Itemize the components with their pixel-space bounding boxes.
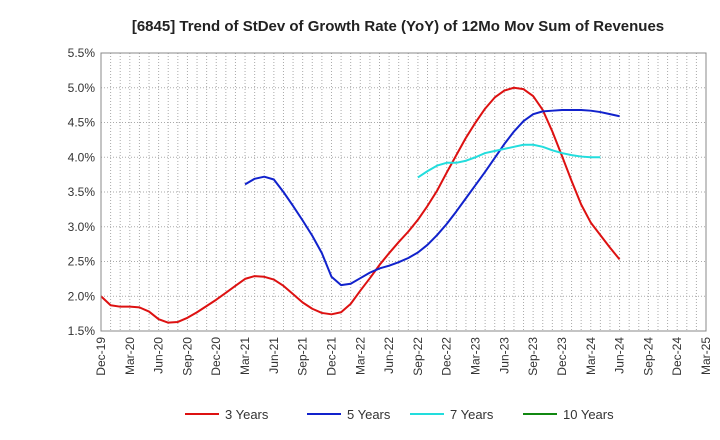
y-tick-label: 1.5%	[68, 324, 96, 338]
grid	[101, 53, 706, 331]
y-tick-label: 4.5%	[68, 116, 96, 130]
y-tick-label: 2.0%	[68, 289, 96, 303]
x-tick-label: Sep-21	[296, 337, 310, 376]
x-tick-label: Jun-22	[382, 337, 396, 374]
y-tick-label: 5.5%	[68, 46, 96, 60]
y-axis-ticks: 1.5% 2.0% 2.5% 3.0% 3.5% 4.0% 4.5% 5.0% 5.5%	[68, 46, 96, 338]
y-tick-label: 4.0%	[68, 150, 96, 164]
chart-title: [6845] Trend of StDev of Growth Rate (Yo…	[132, 18, 664, 35]
x-tick-label: Sep-20	[180, 337, 194, 376]
x-tick-label: Dec-19	[94, 337, 108, 376]
x-tick-label: Sep-24	[641, 337, 655, 376]
legend-label: 10 Years	[563, 407, 614, 422]
x-tick-label: Jun-21	[267, 337, 281, 374]
y-tick-label: 5.0%	[68, 81, 96, 95]
x-tick-label: Sep-22	[411, 337, 425, 376]
x-tick-label: Dec-22	[440, 337, 454, 376]
x-tick-label: Mar-22	[353, 337, 367, 375]
x-tick-label: Sep-23	[526, 337, 540, 376]
legend: 3 Years 5 Years 7 Years 10 Years	[185, 407, 614, 422]
x-tick-label: Mar-25	[699, 337, 713, 375]
y-tick-label: 2.5%	[68, 255, 96, 269]
plot-frame	[100, 52, 707, 332]
x-tick-label: Jun-24	[613, 337, 627, 374]
y-tick-label: 3.5%	[68, 185, 96, 199]
y-tick-label: 3.0%	[68, 220, 96, 234]
x-tick-label: Dec-20	[209, 337, 223, 376]
series-lines	[100, 86, 621, 324]
legend-label: 7 Years	[450, 407, 494, 422]
x-tick-label: Mar-20	[123, 337, 137, 375]
x-tick-label: Mar-21	[238, 337, 252, 375]
x-tick-label: Dec-23	[555, 337, 569, 376]
x-tick-label: Mar-24	[584, 337, 598, 375]
x-tick-label: Jun-23	[497, 337, 511, 374]
x-tick-label: Dec-21	[324, 337, 338, 376]
series-line-3-years	[100, 86, 621, 324]
x-tick-label: Mar-23	[469, 337, 483, 375]
series-line-5-years	[244, 108, 620, 287]
x-axis-ticks: Dec-19 Mar-20 Jun-20 Sep-20 Dec-20 Mar-21 Jun-…	[94, 337, 713, 376]
legend-label: 5 Years	[347, 407, 391, 422]
series-line-7-years	[417, 143, 601, 179]
x-tick-label: Dec-24	[670, 337, 684, 376]
x-tick-label: Jun-20	[152, 337, 166, 374]
legend-label: 3 Years	[225, 407, 269, 422]
